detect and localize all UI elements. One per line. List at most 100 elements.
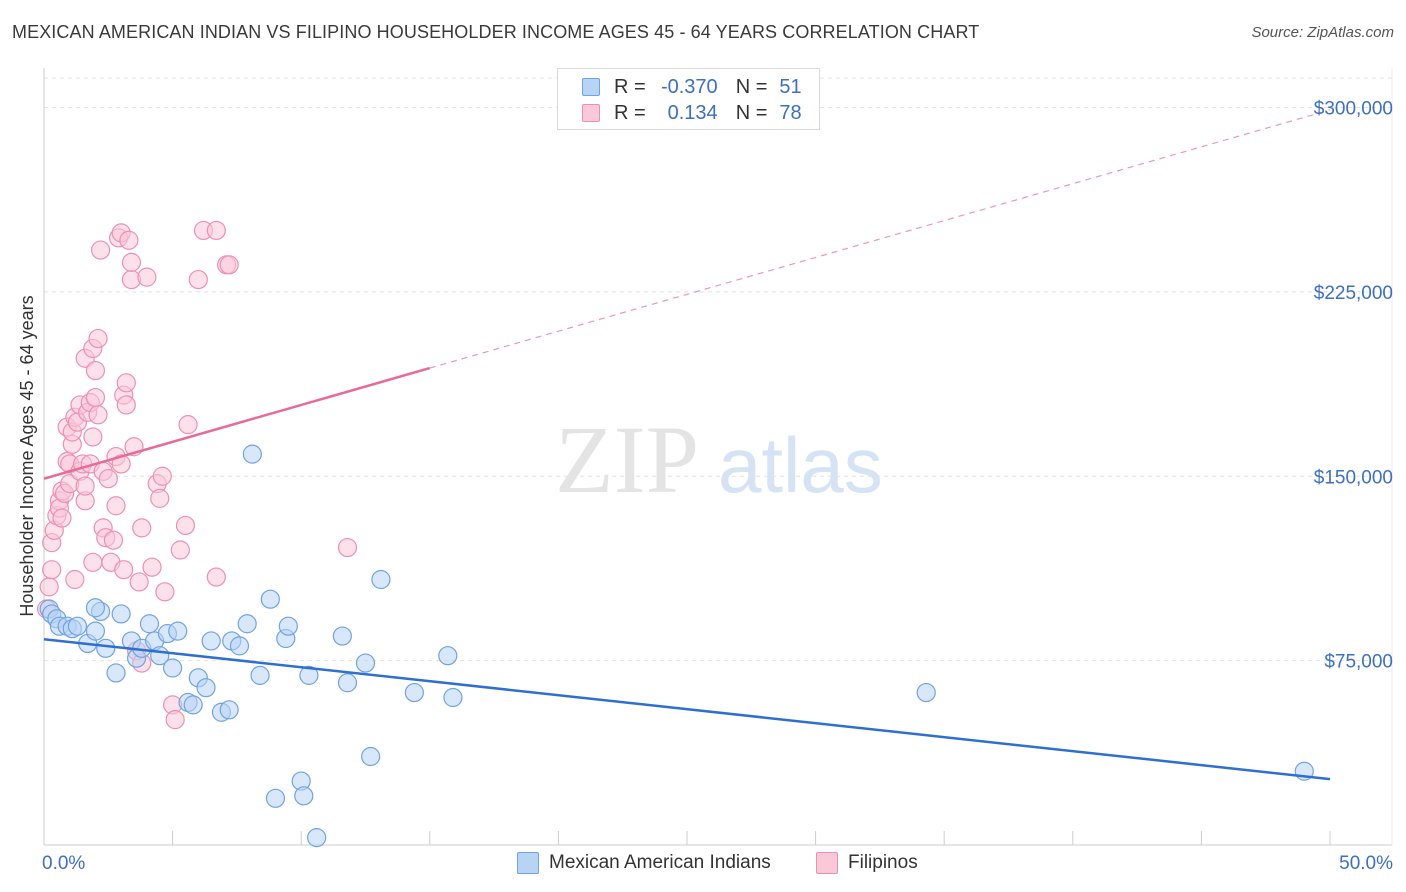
filipinos-point	[170, 540, 190, 560]
legend-row-blue: R = -0.370 N = 51	[582, 75, 802, 99]
filipinos-point	[155, 582, 175, 602]
legend-row-pink: R = 0.134 N = 78	[582, 101, 802, 125]
mexican-american-indians-point	[242, 444, 262, 464]
filipinos-point	[65, 569, 85, 590]
filipinos-trendline-extension	[429, 109, 1331, 369]
legend-swatch-pink	[816, 852, 838, 874]
y-tick-label: $150,000	[1314, 467, 1393, 488]
mexican-american-indians-point	[196, 678, 216, 698]
filipinos-point	[152, 466, 172, 486]
x-tick-label: 0.0%	[42, 853, 85, 874]
filipinos-point	[85, 387, 106, 408]
filipinos-point	[206, 567, 226, 587]
mexican-american-indians-point	[237, 614, 257, 634]
source-credit: Source: ZipAtlas.com	[1251, 24, 1394, 41]
mexican-american-indians-point	[332, 626, 352, 646]
mexican-american-indians-point	[294, 786, 314, 806]
mexican-american-indians-point	[139, 614, 160, 634]
filipinos-point	[337, 537, 358, 558]
legend-swatch-blue	[517, 852, 539, 874]
legend-item-mexican-american-indians[interactable]: Mexican American Indians	[517, 852, 771, 874]
filipinos-point	[88, 328, 108, 349]
filipinos-point	[42, 560, 62, 580]
legend-label: Mexican American Indians	[549, 852, 771, 873]
trend-lines	[43, 109, 1331, 781]
mexican-american-indians-point	[361, 746, 381, 767]
filipinos-point	[132, 518, 152, 538]
mexican-american-indians-point	[371, 569, 391, 590]
filipinos-point	[175, 515, 196, 536]
filipinos-point	[116, 395, 136, 415]
mexican-american-indians-point	[299, 665, 319, 685]
filipinos-point	[85, 360, 106, 381]
filipinos-point	[98, 469, 118, 489]
filipinos-point	[83, 427, 103, 447]
y-axis-label: Householder Income Ages 45 - 64 years	[17, 295, 37, 616]
mexican-american-indians-point	[250, 665, 270, 685]
x-tick-labels: 0.0% 50.0%	[42, 853, 1393, 874]
y-tick-labels: $75,000 $150,000 $225,000 $300,000	[1314, 99, 1393, 673]
mexican-american-indians-point	[278, 616, 298, 636]
mexican-american-indians-point	[443, 687, 463, 708]
filipinos-point	[75, 476, 95, 496]
mexican-american-indians-point	[201, 631, 221, 651]
mexican-american-indians-point	[404, 682, 424, 703]
mexican-american-indians-point	[265, 788, 286, 808]
filipinos-point	[129, 572, 149, 592]
filipinos-point	[83, 552, 103, 572]
mexican-american-indians-point	[183, 695, 203, 715]
legend-n-value: 51	[779, 75, 802, 98]
legend-r-label: R =	[614, 75, 646, 98]
filipinos-point	[106, 496, 126, 516]
filipinos-point	[116, 373, 136, 393]
y-tick-label: $300,000	[1314, 99, 1393, 120]
filipinos-trendline	[43, 366, 431, 480]
filipinos-point	[88, 405, 108, 425]
filipinos-point	[188, 269, 208, 290]
legend-r-label: R =	[614, 101, 646, 124]
filipinos-point	[114, 560, 134, 580]
filipinos-point	[142, 557, 162, 577]
chart-title: MEXICAN AMERICAN INDIAN VS FILIPINO HOUS…	[12, 22, 980, 42]
legend-swatch-pink	[582, 104, 600, 122]
mexican-american-indians-point	[106, 663, 126, 683]
filipinos-point	[206, 220, 226, 241]
legend-item-filipinos[interactable]: Filipinos	[816, 852, 918, 874]
mexican-american-indians-point	[307, 828, 327, 848]
filipinos-point	[150, 488, 170, 508]
watermark-atlas: atlas	[718, 421, 883, 509]
mexican-american-indians-point	[96, 638, 116, 658]
mexican-american-indians-point	[163, 658, 183, 678]
series-legend: Mexican American Indians Filipinos	[0, 852, 1406, 876]
mexican-american-indians-point	[168, 621, 188, 641]
filipinos-point	[137, 267, 157, 287]
legend-r-value: 0.134	[667, 101, 718, 124]
watermark: ZIP atlas	[555, 406, 883, 513]
filipinos-point	[39, 577, 59, 597]
mexican-american-indians-point	[85, 621, 106, 641]
filipinos-point	[165, 710, 185, 730]
mexican-american-indians-point	[85, 598, 106, 618]
correlation-legend: R = -0.370 N = 51 R = 0.134 N = 78	[557, 68, 820, 130]
filipinos-point	[52, 508, 72, 528]
legend-n-value: 78	[779, 101, 802, 124]
mexican-american-indians-point	[219, 700, 239, 720]
filipinos-point	[178, 415, 198, 435]
mexican-american-indians-point	[111, 604, 131, 624]
watermark-zip: ZIP	[555, 406, 699, 513]
legend-swatch-blue	[582, 78, 600, 96]
legend-n-label: N =	[735, 101, 768, 124]
mexican-american-indians-point	[260, 589, 280, 609]
mexican-american-indians-point	[355, 653, 376, 673]
filipinos-point	[103, 530, 124, 550]
mexican-american-indians-point	[916, 682, 936, 703]
grid-lines	[44, 77, 1392, 662]
y-tick-label: $75,000	[1324, 652, 1393, 673]
filipinos-point	[111, 454, 131, 474]
axes	[43, 68, 1393, 846]
legend-r-value: -0.370	[660, 75, 718, 98]
mexican-american-indians-point	[229, 636, 250, 656]
y-tick-label: $225,000	[1314, 283, 1393, 304]
legend-label: Filipinos	[848, 852, 918, 873]
